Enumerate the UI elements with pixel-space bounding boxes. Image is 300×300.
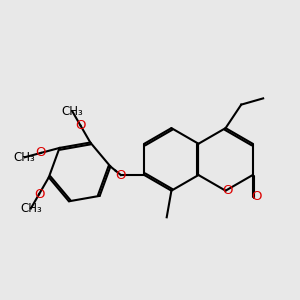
- Text: O: O: [116, 169, 126, 182]
- Text: O: O: [251, 190, 262, 203]
- Text: O: O: [75, 119, 86, 132]
- Text: CH₃: CH₃: [61, 105, 83, 118]
- Text: CH₃: CH₃: [20, 202, 42, 215]
- Text: O: O: [222, 184, 232, 197]
- Text: O: O: [35, 146, 46, 160]
- Text: CH₃: CH₃: [14, 151, 36, 164]
- Text: O: O: [34, 188, 44, 201]
